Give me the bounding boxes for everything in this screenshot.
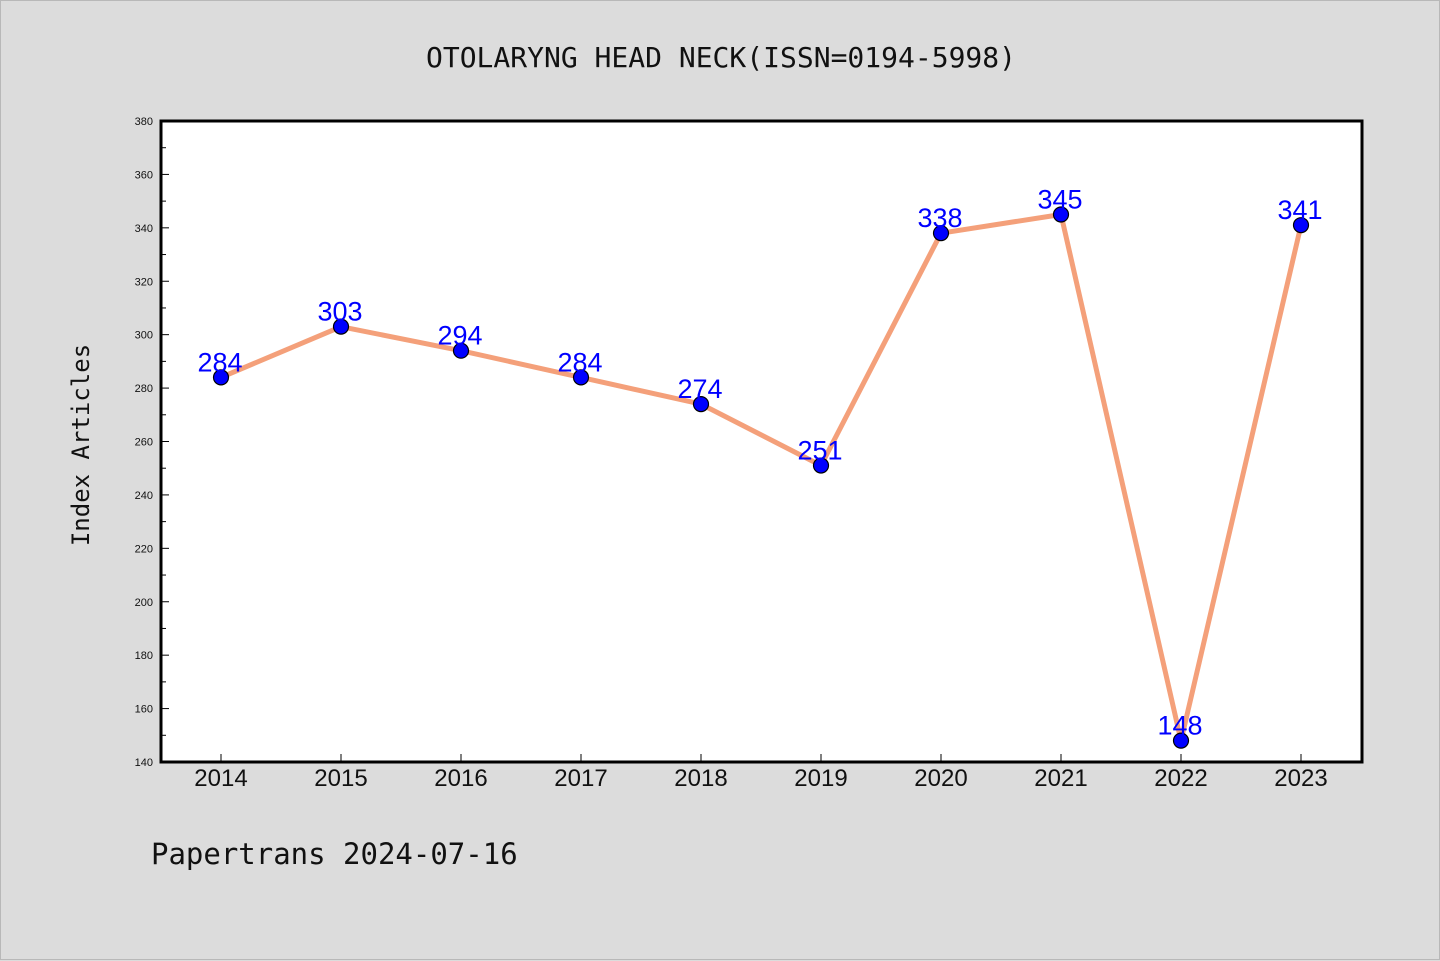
- data-point: [452, 342, 470, 359]
- data-point: [812, 457, 830, 474]
- y-tick-label: 200: [135, 597, 153, 609]
- x-tick-label: 2015: [314, 765, 367, 792]
- y-tick-label: 220: [135, 543, 153, 555]
- data-label: 148: [1157, 711, 1202, 741]
- chart-title: OTOLARYNG HEAD NECK(ISSN=0194-5998): [426, 41, 1016, 74]
- x-tick-label: 2020: [914, 765, 967, 792]
- y-tick-label: 360: [135, 169, 153, 181]
- data-labels: 284 303 294 284 274 251 338 345 148 341: [197, 184, 1322, 740]
- y-tick-label: 380: [135, 116, 153, 128]
- x-tick-label: 2019: [794, 765, 847, 792]
- y-tick-label: 260: [135, 437, 153, 449]
- y-axis-label: Index Articles: [67, 344, 95, 546]
- x-tick-label: 2014: [194, 765, 247, 792]
- data-label: 284: [197, 347, 242, 377]
- data-points: [212, 206, 1310, 749]
- plot-area: [159, 119, 1364, 764]
- y-axis: 140 160 180 200 220 240 260 280 300 320 340 360 380: [135, 116, 169, 769]
- data-label: 338: [917, 203, 962, 233]
- y-tick-label: 280: [135, 383, 153, 395]
- x-tick-label: 2022: [1154, 765, 1207, 792]
- series-line: [220, 211, 1304, 744]
- y-tick-label: 240: [135, 490, 153, 502]
- data-label: 303: [317, 297, 362, 327]
- data-label: 251: [797, 436, 842, 466]
- y-tick-label: 160: [135, 704, 153, 716]
- series-line-path: [220, 211, 1304, 744]
- data-point: [1292, 217, 1310, 234]
- data-label: 274: [677, 374, 722, 404]
- x-tick-label: 2023: [1274, 765, 1327, 792]
- data-point: [332, 318, 350, 335]
- x-tick-label: 2018: [674, 765, 727, 792]
- data-point: [212, 369, 230, 386]
- data-point: [1052, 206, 1070, 223]
- y-tick-label: 340: [135, 223, 153, 235]
- data-label: 345: [1037, 184, 1082, 214]
- x-tick-label: 2021: [1034, 765, 1087, 792]
- data-point: [692, 396, 710, 413]
- data-label: 284: [557, 347, 602, 377]
- y-tick-label: 180: [135, 650, 153, 662]
- x-axis: 2014 2015 2016 2017 2018 2019 2020 2021 2022 2023: [194, 754, 1328, 792]
- data-point: [932, 225, 950, 242]
- y-tick-label: 140: [135, 757, 153, 769]
- x-tick-label: 2017: [554, 765, 607, 792]
- data-point: [1172, 732, 1190, 749]
- data-point: [572, 369, 590, 386]
- data-label: 294: [437, 321, 482, 351]
- x-tick-label: 2016: [434, 765, 487, 792]
- footer-credit: Papertrans 2024-07-16: [151, 837, 518, 871]
- y-tick-label: 320: [135, 276, 153, 288]
- data-label: 341: [1277, 195, 1322, 225]
- y-tick-label: 300: [135, 330, 153, 342]
